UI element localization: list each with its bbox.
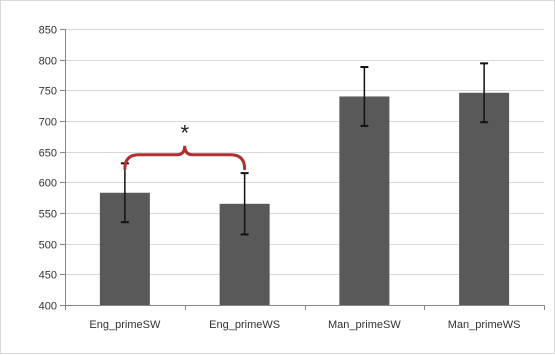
- axis-layer: 400 450 500 550 600 650 700 750 800 850 Eng_primeS…: [39, 25, 545, 331]
- bar-layer: [99, 92, 510, 305]
- y-tick-label: 800: [39, 56, 57, 68]
- significance-bracket: [123, 145, 247, 171]
- error-bar-layer: [120, 62, 489, 236]
- y-tick-label: 450: [39, 270, 57, 282]
- category-label: Eng_primeSW: [89, 319, 161, 331]
- category-label: Man_primeSW: [328, 319, 401, 331]
- bar: [459, 92, 510, 305]
- annotation-layer: *: [123, 121, 247, 171]
- y-tick-label: 550: [39, 209, 57, 221]
- category-label: Man_primeWS: [448, 319, 521, 331]
- category-label: Eng_primeWS: [209, 319, 280, 331]
- significance-label: *: [180, 121, 189, 146]
- bar: [339, 96, 390, 305]
- y-tick-label: 600: [39, 178, 57, 190]
- y-tick-label: 650: [39, 148, 57, 160]
- y-tick-label: 700: [39, 117, 57, 129]
- y-tick-label: 750: [39, 86, 57, 98]
- y-tick-label: 850: [39, 25, 57, 37]
- y-tick-label: 400: [39, 301, 57, 313]
- y-tick-label: 500: [39, 240, 57, 252]
